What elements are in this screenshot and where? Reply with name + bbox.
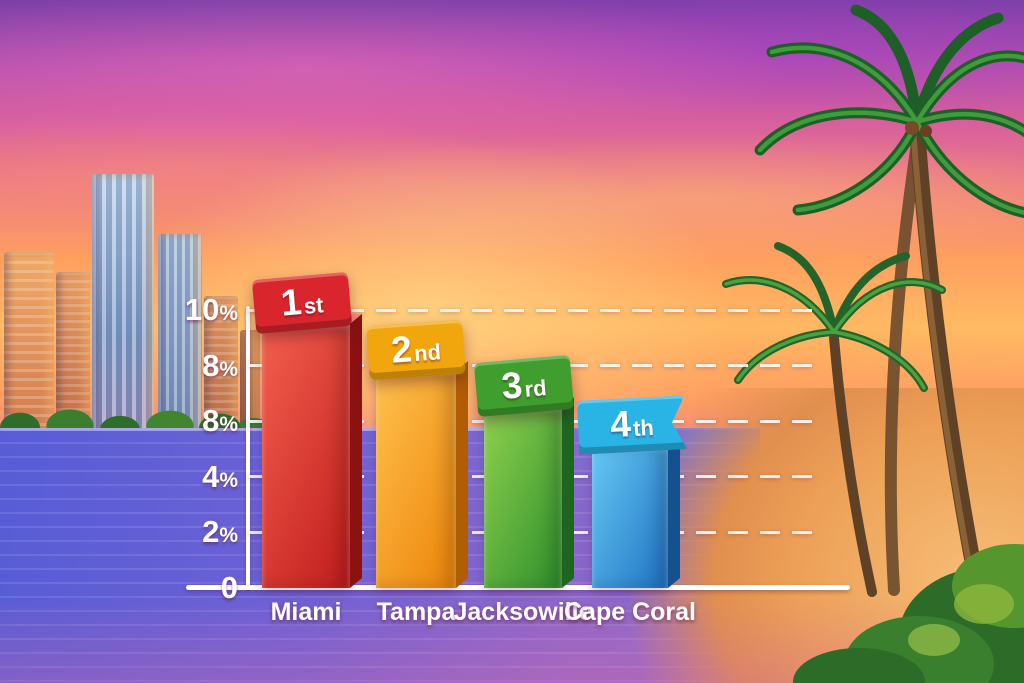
bar-side-face xyxy=(456,361,468,588)
rank-suffix: th xyxy=(632,415,655,442)
y-tick-label: 2% xyxy=(202,514,238,550)
rank-number: 1 xyxy=(279,281,304,324)
rank-number: 3 xyxy=(499,364,524,408)
shrubs xyxy=(793,544,1024,683)
bar-side-face xyxy=(562,397,574,588)
bar-jacksonville xyxy=(484,407,562,588)
y-tick-label: 4% xyxy=(202,458,238,494)
x-label-miami: Miami xyxy=(270,598,342,626)
bar-side-face xyxy=(350,314,362,588)
palm-trees-illustration xyxy=(722,4,1024,683)
x-label-jacksonville: Jacksowille xyxy=(453,598,593,626)
y-tick-label: 8% xyxy=(202,403,238,439)
y-tick-label: 10% xyxy=(184,292,238,327)
rank-number: 2 xyxy=(389,328,414,371)
y-tick-label: 8% xyxy=(202,347,238,383)
rank-suffix: st xyxy=(302,292,325,319)
gridline-10pct xyxy=(248,308,818,312)
y-tick-label: 0 xyxy=(220,570,238,605)
bar-tampa xyxy=(376,371,456,588)
x-label-tampa: Tampa xyxy=(376,598,456,626)
x-label-cape-coral: Cape Coral xyxy=(564,598,696,626)
building-tall-tower xyxy=(92,174,154,442)
bar-miami xyxy=(262,324,350,588)
bar-side-face xyxy=(668,436,680,588)
bar-cape-coral xyxy=(592,446,668,588)
rank-suffix: rd xyxy=(523,375,548,403)
y-axis-line xyxy=(246,306,250,590)
rank-number: 4 xyxy=(609,403,632,446)
rank-suffix: nd xyxy=(413,339,442,367)
